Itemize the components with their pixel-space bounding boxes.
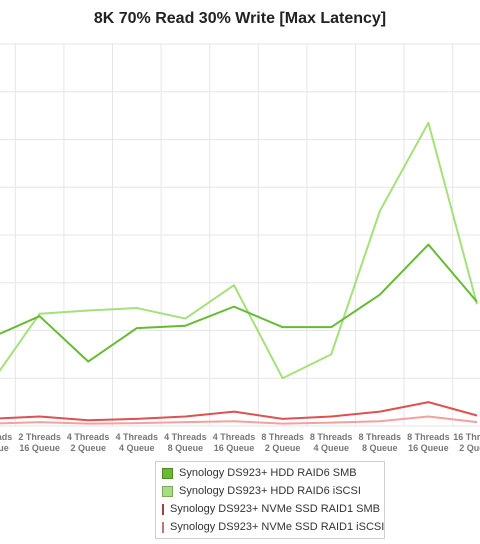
x-tick-label: 4 Threads 2 Queue: [67, 432, 110, 453]
series-line[interactable]: [0, 415, 478, 425]
series-line[interactable]: [0, 121, 478, 383]
grid: [0, 43, 480, 427]
legend-label: Synology DS923+ HDD RAID6 iSCSI: [179, 485, 361, 497]
x-tick-label: 4 Threads 16 Queue: [213, 432, 256, 453]
legend-label: Synology DS923+ NVMe SSD RAID1 SMB: [170, 503, 381, 515]
series-line[interactable]: [0, 401, 478, 422]
legend-item[interactable]: Synology DS923+ HDD RAID6 iSCSI: [162, 482, 378, 500]
series-lines: [0, 121, 478, 425]
legend-item[interactable]: Synology DS923+ NVMe SSD RAID1 iSCSI: [162, 518, 384, 536]
legend-label: Synology DS923+ NVMe SSD RAID1 iSCSI: [170, 521, 385, 533]
legend-item[interactable]: Synology DS923+ HDD RAID6 SMB: [162, 464, 378, 482]
legend-label: Synology DS923+ HDD RAID6 SMB: [179, 467, 357, 479]
x-tick-label: 8 Threads 2 Queue: [261, 432, 304, 453]
x-tick-label: 4 Threads 4 Queue: [116, 432, 159, 453]
legend: Synology DS923+ HDD RAID6 SMB Synology D…: [155, 461, 385, 539]
legend-swatch: [162, 485, 173, 497]
x-tick-label: 8 Threads 16 Queue: [407, 432, 450, 453]
x-tick-label: 8 Threads 4 Queue: [310, 432, 353, 453]
legend-swatch: [162, 521, 164, 533]
legend-swatch: [162, 467, 173, 479]
series-line[interactable]: [0, 243, 478, 363]
legend-item[interactable]: Synology DS923+ NVMe SSD RAID1 SMB: [162, 500, 381, 518]
x-tick-label: 4 Threads 8 Queue: [164, 432, 207, 453]
x-tick-label: 8 Threads 8 Queue: [359, 432, 402, 453]
chart-title: 8K 70% Read 30% Write [Max Latency]: [93, 10, 387, 27]
x-tick-label: 2 Threads 16 Queue: [18, 432, 61, 453]
legend-swatch: [162, 503, 164, 515]
